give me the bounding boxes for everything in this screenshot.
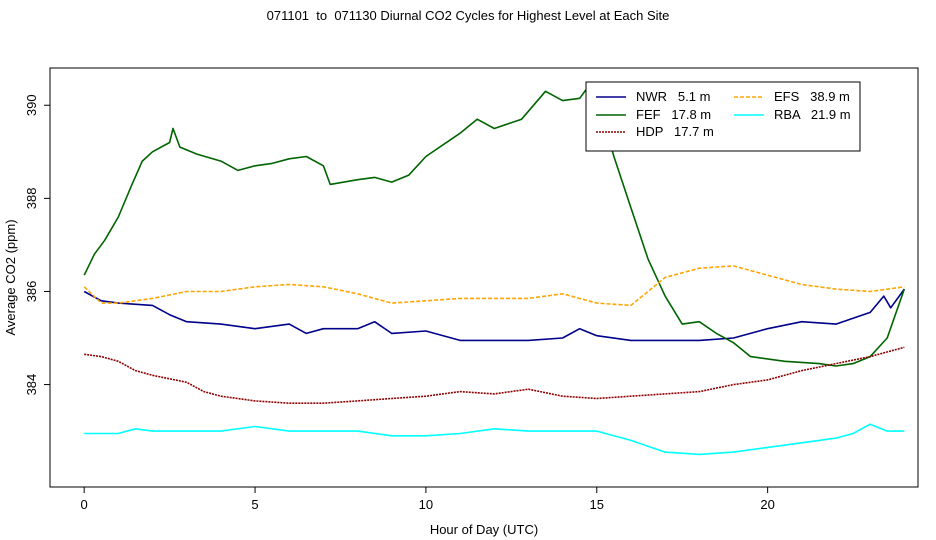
- x-tick-label: 10: [419, 497, 433, 512]
- x-tick-label: 0: [81, 497, 88, 512]
- series-line: [83, 83, 906, 367]
- legend-label: FEF 17.8 m: [636, 107, 711, 122]
- y-tick-label: 388: [24, 188, 39, 210]
- legend-label: HDP 17.7 m: [636, 124, 714, 139]
- series-line: [83, 265, 905, 307]
- series-line: [83, 288, 905, 342]
- y-tick-label: 384: [24, 374, 39, 396]
- legend-box: [585, 81, 861, 152]
- legend-label: RBA 21.9 m: [774, 107, 851, 122]
- x-tick-label: 5: [251, 497, 258, 512]
- legend-label: NWR 5.1 m: [636, 89, 710, 104]
- y-tick-label: 390: [24, 94, 39, 116]
- plot-frame: [49, 67, 919, 488]
- y-tick-label: 386: [24, 281, 39, 303]
- y-axis-label: Average CO2 (ppm): [3, 219, 18, 335]
- chart-title: 071101 to 071130 Diurnal CO2 Cycles for …: [266, 8, 670, 23]
- x-tick-label: 20: [760, 497, 774, 512]
- series-line: [84, 423, 905, 456]
- legend-label: EFS 38.9 m: [774, 89, 850, 104]
- x-tick-label: 15: [590, 497, 604, 512]
- series-line: [84, 346, 905, 404]
- x-axis-label: Hour of Day (UTC): [430, 522, 538, 537]
